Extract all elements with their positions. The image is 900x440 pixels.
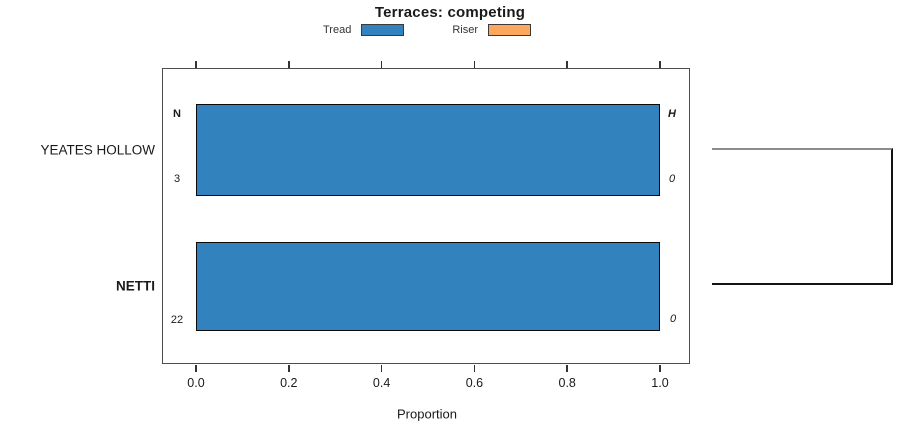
category-label-netti: NETTI — [116, 278, 155, 294]
legend-swatch-riser — [488, 24, 531, 36]
x-axis-tick-bottom — [659, 364, 661, 372]
x-tick-label: 0.2 — [280, 376, 298, 390]
x-axis-tick-bottom — [195, 364, 197, 372]
x-axis-tick-bottom — [566, 364, 568, 372]
x-axis-tick-top — [288, 60, 290, 68]
right-margin-box — [712, 148, 893, 285]
legend: Tread Riser — [0, 24, 854, 36]
count-h-yeates-hollow: 0 — [668, 173, 676, 185]
x-axis-tick-top — [380, 60, 383, 68]
x-axis-tick-top — [195, 60, 197, 68]
x-axis-title: Proportion — [397, 406, 457, 422]
x-tick-label: 1.0 — [651, 376, 669, 390]
x-axis-tick-bottom — [288, 364, 290, 372]
legend-label-tread: Tread — [323, 24, 352, 36]
x-axis-tick-top — [659, 60, 661, 68]
count-n-netti: 22 — [170, 314, 184, 326]
x-axis-tick-bottom — [380, 364, 383, 372]
x-axis-tick-top — [566, 60, 568, 68]
x-tick-label: 0.6 — [465, 376, 484, 390]
count-n-yeates-hollow: 3 — [173, 173, 181, 185]
bar-tread-netti — [196, 242, 660, 331]
x-axis-tick-top — [473, 60, 476, 68]
x-axis-tick-bottom — [473, 364, 476, 372]
legend-swatch-tread — [361, 24, 405, 36]
plot-area: 0.0 0.2 0.4 0.6 0.8 1.0 — [162, 60, 690, 390]
x-tick-label: 0.8 — [558, 376, 576, 390]
count-header-h: H — [668, 108, 676, 120]
chart-title: Terraces: competing — [374, 4, 526, 21]
category-label-yeates-hollow: YEATES HOLLOW — [40, 142, 155, 158]
count-header-n: N — [173, 108, 181, 120]
count-h-netti: 0 — [669, 313, 677, 325]
legend-label-riser: Riser — [452, 24, 478, 36]
x-tick-label: 0.0 — [187, 376, 205, 390]
bar-tread-yeates-hollow — [196, 104, 660, 196]
x-tick-label: 0.4 — [372, 376, 391, 390]
